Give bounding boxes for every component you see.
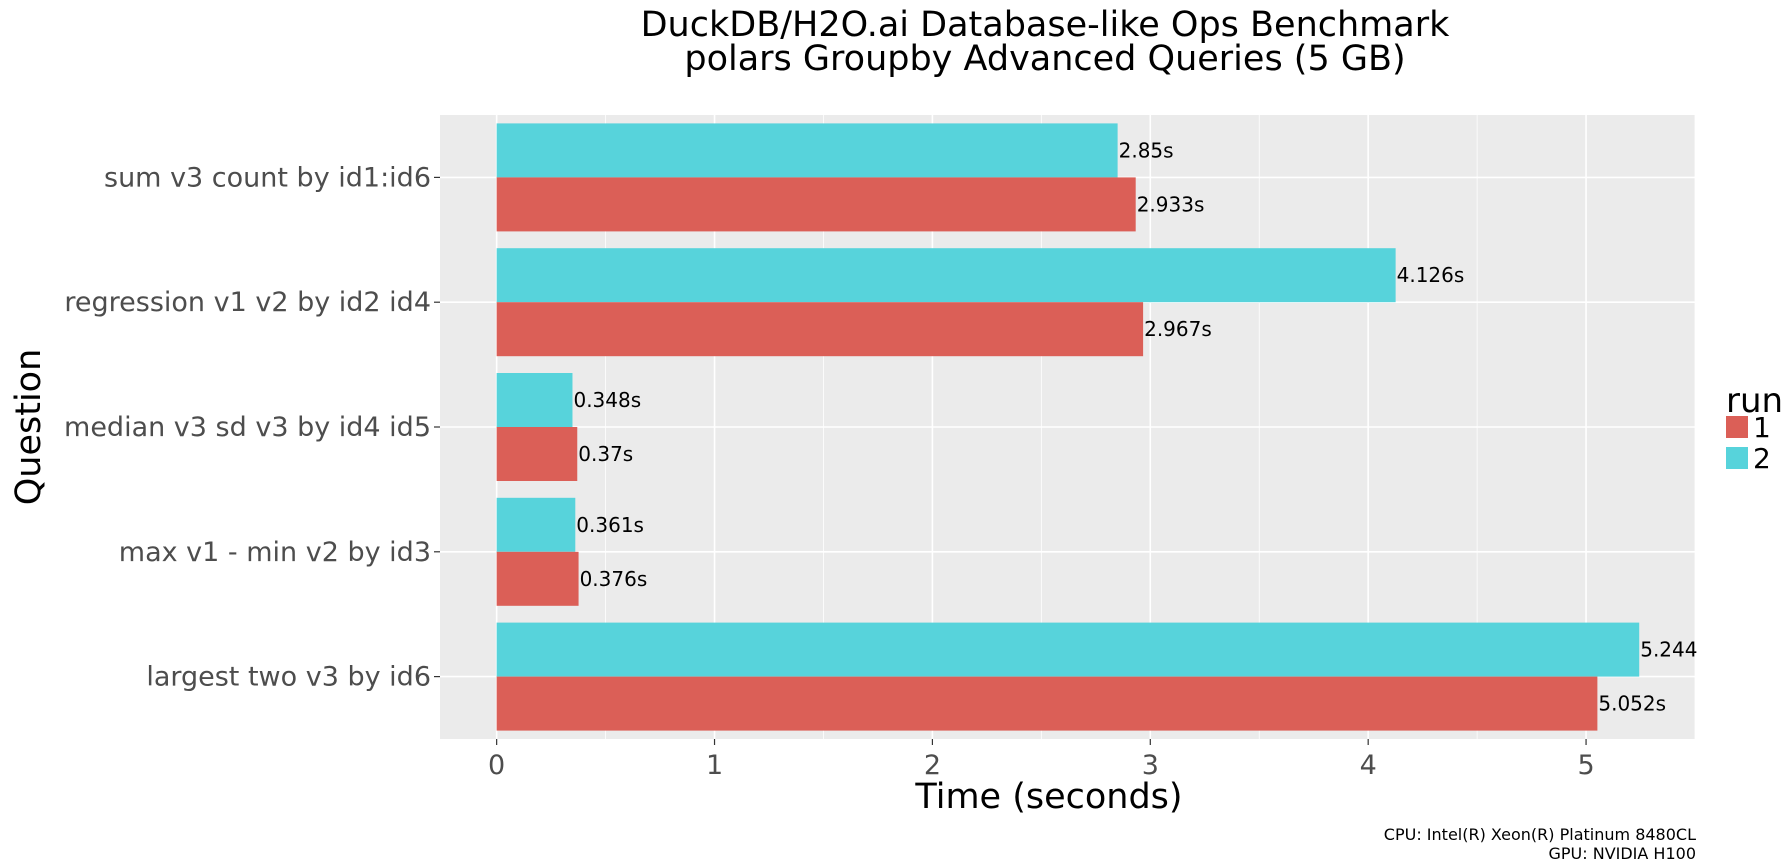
bar-run-2 bbox=[496, 497, 576, 552]
bar-value-label: 2.85s bbox=[1119, 138, 1174, 162]
y-tick-label: largest two v3 by id6 bbox=[146, 662, 431, 693]
bar-value-label: 2.967s bbox=[1144, 317, 1212, 341]
x-tick-label: 1 bbox=[706, 750, 723, 781]
chart-title: DuckDB/H2O.ai Database-like Ops Benchmar… bbox=[641, 5, 1451, 45]
y-tick-label: sum v3 count by id1:id6 bbox=[104, 162, 431, 193]
bar-run-1 bbox=[496, 551, 579, 606]
x-tick-label: 0 bbox=[488, 750, 505, 781]
bar-run-2 bbox=[496, 622, 1640, 677]
bar-run-1 bbox=[496, 427, 578, 481]
bar-run-2 bbox=[496, 248, 1396, 303]
bar-value-label: 4.126s bbox=[1397, 263, 1465, 287]
legend-label-run-1: 1 bbox=[1753, 411, 1771, 444]
caption-gpu: GPU: NVIDIA H100 bbox=[1548, 844, 1696, 860]
x-tick-label: 3 bbox=[1142, 750, 1159, 781]
bar-value-label: 2.933s bbox=[1137, 192, 1205, 216]
bar-run-1 bbox=[496, 676, 1598, 731]
legend: run 12 bbox=[1726, 381, 1783, 475]
legend-swatch-run-2 bbox=[1726, 447, 1748, 469]
bar-value-label: 0.37s bbox=[578, 442, 633, 466]
caption-cpu: CPU: Intel(R) Xeon(R) Platinum 8480CL bbox=[1384, 825, 1696, 844]
bars-group bbox=[496, 123, 1640, 731]
bar-value-label: 5.244 bbox=[1640, 638, 1697, 662]
y-tick-label: median v3 sd v3 by id4 id5 bbox=[64, 412, 431, 443]
x-axis-title: Time (seconds) bbox=[914, 777, 1182, 817]
legend-swatch-run-1 bbox=[1726, 416, 1748, 438]
bar-value-label: 0.348s bbox=[573, 388, 641, 412]
bar-value-label: 0.361s bbox=[576, 513, 644, 537]
x-tick-label: 5 bbox=[1577, 750, 1594, 781]
bar-run-1 bbox=[496, 302, 1144, 357]
legend-title: run bbox=[1726, 381, 1783, 421]
x-axis: 0 1 2 3 4 5 bbox=[488, 739, 1595, 781]
bar-value-label: 0.376s bbox=[580, 567, 648, 591]
y-axis-title: Question bbox=[9, 349, 49, 506]
chart-subtitle: polars Groupby Advanced Queries (5 GB) bbox=[684, 39, 1405, 79]
bar-run-1 bbox=[496, 177, 1136, 232]
y-tick-label: max v1 - min v2 by id3 bbox=[119, 537, 431, 568]
y-tick-label: regression v1 v2 by id2 id4 bbox=[64, 287, 431, 318]
bar-value-label: 5.052s bbox=[1598, 692, 1666, 716]
bar-run-2 bbox=[496, 123, 1118, 178]
bar-run-2 bbox=[496, 373, 573, 427]
y-axis: sum v3 count by id1:id6 regression v1 v2 … bbox=[64, 162, 440, 693]
bar-labels-group: 2.85s 4.126s 0.348s 0.361s 5.244 2.933s 2.967s… bbox=[573, 138, 1697, 715]
legend-label-run-2: 2 bbox=[1753, 442, 1771, 475]
x-tick-label: 4 bbox=[1360, 750, 1377, 781]
x-tick-label: 2 bbox=[924, 750, 941, 781]
